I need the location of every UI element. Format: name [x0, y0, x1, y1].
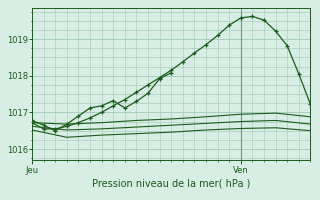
X-axis label: Pression niveau de la mer( hPa ): Pression niveau de la mer( hPa )	[92, 179, 250, 189]
